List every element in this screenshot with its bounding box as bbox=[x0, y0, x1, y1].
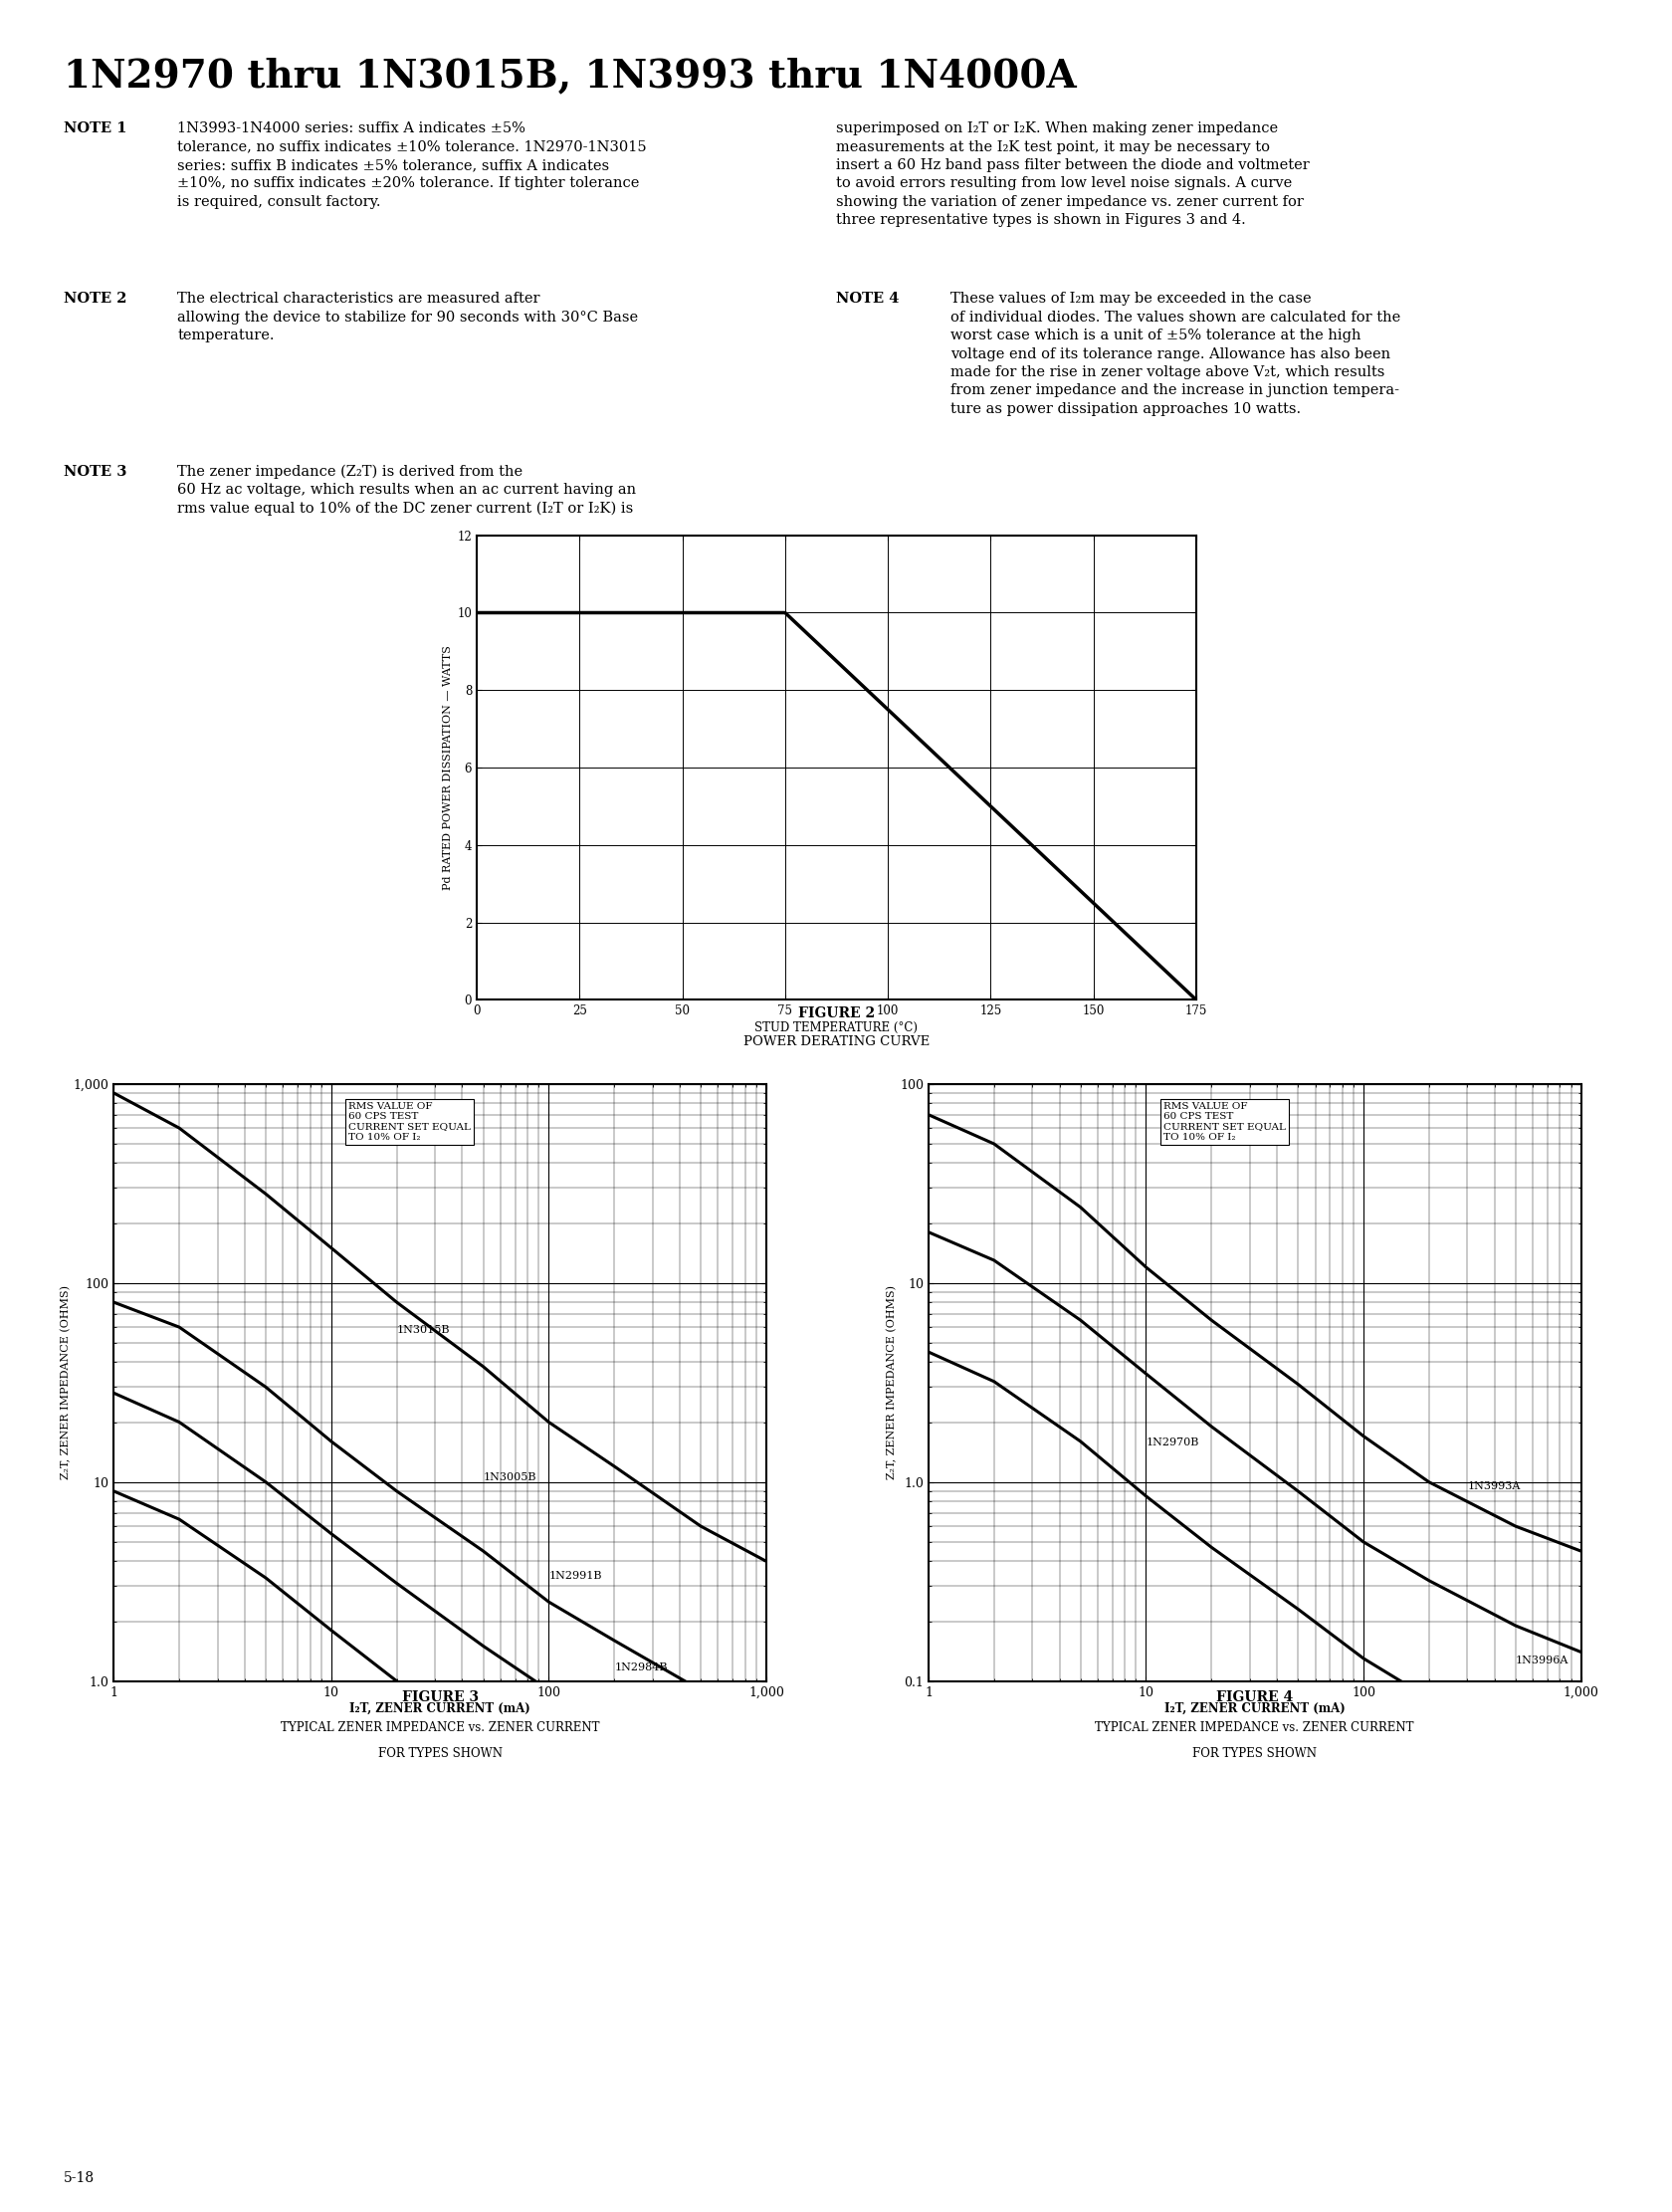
Text: The zener impedance (Z₂T) is derived from the
60 Hz ac voltage, which results wh: The zener impedance (Z₂T) is derived fro… bbox=[177, 465, 635, 515]
Text: 1N3993-1N4000 series: suffix A indicates ±5%
tolerance, no suffix indicates ±10%: 1N3993-1N4000 series: suffix A indicates… bbox=[177, 122, 647, 208]
Text: FOR TYPES SHOWN: FOR TYPES SHOWN bbox=[378, 1747, 502, 1761]
Text: FIGURE 4: FIGURE 4 bbox=[1216, 1690, 1292, 1703]
X-axis label: I₂T, ZENER CURRENT (mA): I₂T, ZENER CURRENT (mA) bbox=[1164, 1701, 1344, 1714]
Text: TYPICAL ZENER IMPEDANCE vs. ZENER CURRENT: TYPICAL ZENER IMPEDANCE vs. ZENER CURREN… bbox=[1095, 1721, 1413, 1734]
Text: FOR TYPES SHOWN: FOR TYPES SHOWN bbox=[1192, 1747, 1316, 1761]
Text: 1N2991B: 1N2991B bbox=[548, 1571, 602, 1582]
Text: 1N3005B: 1N3005B bbox=[483, 1471, 537, 1482]
Text: 1N2984B: 1N2984B bbox=[614, 1663, 667, 1672]
Text: 1N3015B: 1N3015B bbox=[396, 1325, 450, 1334]
Text: These values of I₂m may be exceeded in the case
of individual diodes. The values: These values of I₂m may be exceeded in t… bbox=[950, 292, 1399, 416]
Text: 5-18: 5-18 bbox=[64, 2172, 95, 2185]
Text: 1N2970 thru 1N3015B, 1N3993 thru 1N4000A: 1N2970 thru 1N3015B, 1N3993 thru 1N4000A bbox=[64, 58, 1075, 95]
Text: 1N3996A: 1N3996A bbox=[1515, 1655, 1568, 1666]
Text: RMS VALUE OF
60 CPS TEST
CURRENT SET EQUAL
TO 10% OF I₂: RMS VALUE OF 60 CPS TEST CURRENT SET EQU… bbox=[1162, 1102, 1284, 1141]
X-axis label: STUD TEMPERATURE (°C): STUD TEMPERATURE (°C) bbox=[754, 1022, 918, 1035]
X-axis label: I₂T, ZENER CURRENT (mA): I₂T, ZENER CURRENT (mA) bbox=[349, 1701, 530, 1714]
Y-axis label: Z₂T, ZENER IMPEDANCE (OHMS): Z₂T, ZENER IMPEDANCE (OHMS) bbox=[60, 1285, 70, 1480]
Text: RMS VALUE OF
60 CPS TEST
CURRENT SET EQUAL
TO 10% OF I₂: RMS VALUE OF 60 CPS TEST CURRENT SET EQU… bbox=[348, 1102, 470, 1141]
Text: POWER DERATING CURVE: POWER DERATING CURVE bbox=[742, 1035, 930, 1048]
Text: NOTE 4: NOTE 4 bbox=[836, 292, 900, 305]
Text: NOTE 1: NOTE 1 bbox=[64, 122, 127, 135]
Text: FIGURE 2: FIGURE 2 bbox=[798, 1006, 874, 1020]
Text: superimposed on I₂T or I₂K. When making zener impedance
measurements at the I₂K : superimposed on I₂T or I₂K. When making … bbox=[836, 122, 1309, 228]
Y-axis label: Z₂T, ZENER IMPEDANCE (OHMS): Z₂T, ZENER IMPEDANCE (OHMS) bbox=[886, 1285, 896, 1480]
Text: 1N3993A: 1N3993A bbox=[1466, 1482, 1520, 1491]
Text: FIGURE 3: FIGURE 3 bbox=[401, 1690, 478, 1703]
Text: NOTE 2: NOTE 2 bbox=[64, 292, 127, 305]
Text: The electrical characteristics are measured after
allowing the device to stabili: The electrical characteristics are measu… bbox=[177, 292, 639, 343]
Text: TYPICAL ZENER IMPEDANCE vs. ZENER CURRENT: TYPICAL ZENER IMPEDANCE vs. ZENER CURREN… bbox=[281, 1721, 599, 1734]
Y-axis label: Pd RATED POWER DISSIPATION — WATTS: Pd RATED POWER DISSIPATION — WATTS bbox=[443, 646, 453, 889]
Text: NOTE 3: NOTE 3 bbox=[64, 465, 127, 478]
Text: 1N2970B: 1N2970B bbox=[1145, 1438, 1199, 1447]
